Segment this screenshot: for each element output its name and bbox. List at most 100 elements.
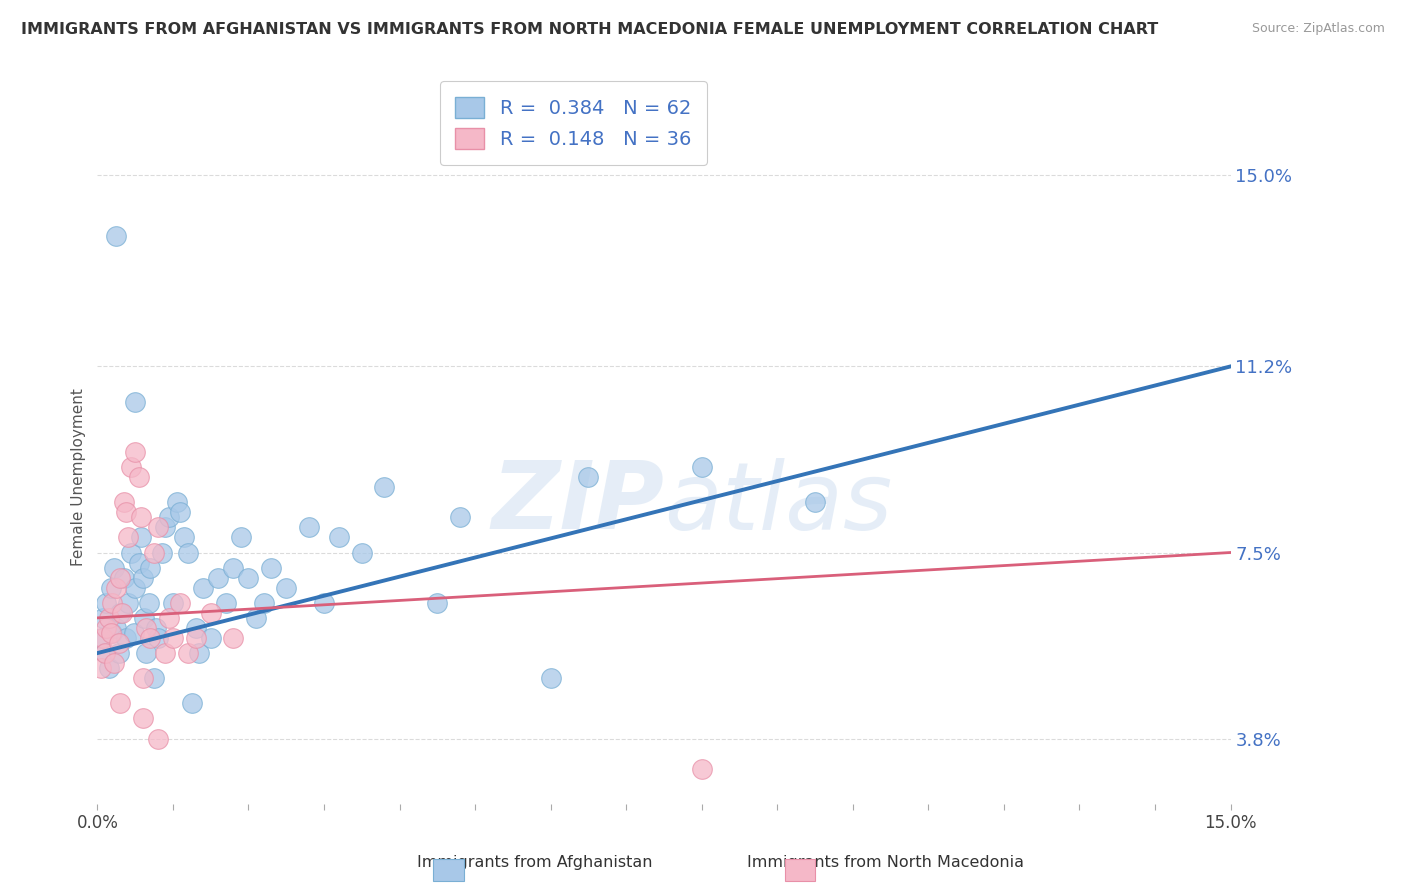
Point bbox=[157, 611, 180, 625]
Point bbox=[131, 671, 153, 685]
Point bbox=[173, 530, 195, 544]
Point bbox=[117, 596, 139, 610]
Point bbox=[188, 646, 211, 660]
Point bbox=[96, 621, 118, 635]
Point bbox=[184, 631, 207, 645]
Point bbox=[245, 611, 267, 625]
Point bbox=[157, 510, 180, 524]
Point bbox=[540, 671, 562, 685]
Text: Immigrants from North Macedonia: Immigrants from North Macedonia bbox=[747, 855, 1025, 870]
Point bbox=[129, 530, 152, 544]
Point bbox=[115, 505, 138, 519]
Point bbox=[690, 762, 713, 776]
Point bbox=[155, 520, 177, 534]
Point bbox=[107, 636, 129, 650]
Point bbox=[110, 606, 132, 620]
Point bbox=[115, 631, 138, 645]
Point bbox=[131, 571, 153, 585]
Point bbox=[690, 460, 713, 475]
Point bbox=[120, 545, 142, 559]
Point bbox=[94, 646, 117, 660]
Point bbox=[180, 697, 202, 711]
Point bbox=[103, 560, 125, 574]
Point bbox=[177, 545, 200, 559]
Point bbox=[135, 646, 157, 660]
Point bbox=[145, 621, 167, 635]
Point bbox=[124, 581, 146, 595]
Point bbox=[124, 394, 146, 409]
Point bbox=[169, 505, 191, 519]
Point bbox=[120, 460, 142, 475]
Text: Immigrants from Afghanistan: Immigrants from Afghanistan bbox=[416, 855, 652, 870]
Point bbox=[138, 596, 160, 610]
Point bbox=[122, 626, 145, 640]
Point bbox=[94, 646, 117, 660]
Point bbox=[97, 611, 120, 625]
Point bbox=[229, 530, 252, 544]
Point bbox=[373, 480, 395, 494]
Point bbox=[100, 626, 122, 640]
Legend: R =  0.384   N = 62, R =  0.148   N = 36: R = 0.384 N = 62, R = 0.148 N = 36 bbox=[440, 81, 707, 165]
Point bbox=[143, 545, 166, 559]
Point bbox=[96, 596, 118, 610]
Point bbox=[105, 621, 128, 635]
Point bbox=[128, 556, 150, 570]
Point bbox=[804, 495, 827, 509]
Point bbox=[260, 560, 283, 574]
Text: atlas: atlas bbox=[664, 458, 893, 549]
Point bbox=[105, 228, 128, 243]
Point bbox=[222, 560, 245, 574]
Point bbox=[97, 661, 120, 675]
Point bbox=[177, 646, 200, 660]
Point bbox=[100, 581, 122, 595]
Point bbox=[162, 596, 184, 610]
Point bbox=[143, 671, 166, 685]
Point bbox=[129, 510, 152, 524]
Point bbox=[350, 545, 373, 559]
Point bbox=[146, 731, 169, 746]
Point bbox=[200, 606, 222, 620]
Point bbox=[101, 626, 124, 640]
Point bbox=[131, 711, 153, 725]
Point bbox=[108, 697, 131, 711]
Text: IMMIGRANTS FROM AFGHANISTAN VS IMMIGRANTS FROM NORTH MACEDONIA FEMALE UNEMPLOYME: IMMIGRANTS FROM AFGHANISTAN VS IMMIGRANT… bbox=[21, 22, 1159, 37]
Text: Source: ZipAtlas.com: Source: ZipAtlas.com bbox=[1251, 22, 1385, 36]
Point bbox=[215, 596, 238, 610]
Point bbox=[449, 510, 471, 524]
Point bbox=[124, 445, 146, 459]
Point bbox=[207, 571, 229, 585]
Point bbox=[117, 530, 139, 544]
Point bbox=[162, 631, 184, 645]
Point bbox=[108, 606, 131, 620]
Point bbox=[146, 631, 169, 645]
Point bbox=[93, 611, 115, 625]
Point bbox=[135, 621, 157, 635]
Point bbox=[90, 661, 112, 675]
Point bbox=[184, 621, 207, 635]
Point bbox=[93, 631, 115, 645]
Point bbox=[112, 495, 135, 509]
Point bbox=[90, 631, 112, 645]
Point bbox=[328, 530, 350, 544]
Point bbox=[276, 581, 298, 595]
Y-axis label: Female Unemployment: Female Unemployment bbox=[72, 388, 86, 566]
Point bbox=[146, 520, 169, 534]
Point bbox=[312, 596, 335, 610]
Point bbox=[238, 571, 260, 585]
Point bbox=[107, 646, 129, 660]
Point bbox=[101, 596, 124, 610]
Point bbox=[134, 611, 156, 625]
Point bbox=[105, 581, 128, 595]
Point bbox=[222, 631, 245, 645]
Point bbox=[191, 581, 214, 595]
Text: ZIP: ZIP bbox=[491, 458, 664, 549]
Point bbox=[166, 495, 188, 509]
Point bbox=[169, 596, 191, 610]
Point bbox=[128, 470, 150, 484]
Point bbox=[252, 596, 274, 610]
Point bbox=[200, 631, 222, 645]
Point bbox=[150, 545, 173, 559]
Point bbox=[139, 631, 162, 645]
Point bbox=[108, 571, 131, 585]
Point bbox=[155, 646, 177, 660]
